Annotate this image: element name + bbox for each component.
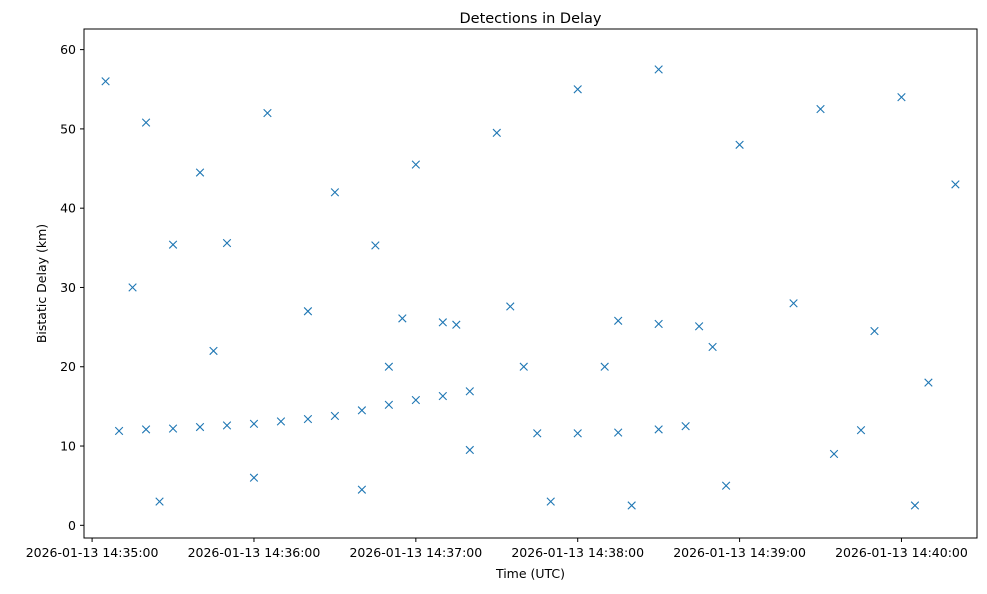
data-point: [816, 104, 825, 114]
data-point: [276, 417, 286, 426]
x-tick-label: 2026-01-13 14:36:00: [188, 545, 321, 560]
y-tick-label: 30: [60, 280, 76, 295]
data-point: [209, 346, 218, 356]
y-tick-label: 20: [60, 359, 76, 374]
data-point: [533, 429, 542, 438]
data-point: [735, 140, 744, 149]
x-tick-label: 2026-01-13 14:40:00: [835, 545, 968, 560]
data-point: [519, 362, 528, 371]
data-point: [168, 240, 178, 249]
data-point: [654, 319, 663, 329]
plot-frame: [83, 28, 978, 539]
data-point: [303, 307, 313, 316]
data-point: [613, 316, 623, 325]
data-point: [411, 160, 421, 169]
y-tick-label: 50: [60, 121, 76, 136]
y-axis-label: Bistatic Delay (km): [34, 224, 49, 343]
x-tick-label: 2026-01-13 14:39:00: [673, 545, 806, 560]
data-point: [627, 501, 636, 510]
data-point: [789, 299, 798, 308]
data-point: [438, 318, 448, 327]
x-axis-label: Time (UTC): [495, 566, 565, 581]
data-point: [222, 238, 232, 248]
data-point: [114, 426, 124, 436]
data-point: [694, 322, 704, 331]
data-point: [168, 424, 178, 433]
y-axis-ticks: 0 10 20 30 40 50 60: [60, 42, 84, 533]
data-point: [141, 118, 151, 127]
data-point: [924, 378, 933, 387]
y-tick-label: 40: [60, 201, 76, 216]
data-point: [438, 391, 448, 401]
y-tick-label: 10: [60, 439, 76, 454]
data-point: [411, 395, 421, 405]
x-tick-label: 2026-01-13 14:37:00: [349, 545, 482, 560]
data-point: [654, 425, 663, 434]
data-point: [222, 421, 232, 430]
data-point: [600, 362, 609, 371]
data-point: [141, 425, 151, 434]
data-point: [398, 314, 407, 323]
data-point: [330, 411, 340, 421]
y-tick-label: 60: [60, 42, 76, 57]
data-point: [856, 425, 866, 435]
x-tick-label: 2026-01-13 14:38:00: [511, 545, 644, 560]
data-point: [155, 497, 164, 506]
data-point: [951, 180, 960, 189]
data-point: [249, 419, 259, 429]
data-point: [573, 85, 582, 94]
data-point: [303, 414, 313, 424]
data-point: [195, 422, 205, 432]
data-point: [263, 108, 272, 118]
data-point: [870, 326, 879, 336]
data-point: [371, 241, 380, 250]
data-point: [249, 473, 259, 482]
data-point: [465, 445, 474, 455]
y-tick-label: 0: [68, 518, 76, 533]
data-point: [506, 302, 515, 311]
chart-title: Detections in Delay: [459, 11, 601, 27]
data-point: [357, 406, 367, 415]
data-point: [546, 497, 555, 506]
data-point: [465, 387, 474, 396]
data-point: [681, 422, 690, 431]
data-point: [613, 428, 623, 437]
data-point: [910, 501, 920, 510]
data-point: [452, 320, 461, 329]
data-point: [330, 188, 340, 197]
data-point: [101, 77, 110, 86]
data-point: [357, 485, 367, 494]
data-points: [101, 65, 960, 510]
data-point: [128, 283, 137, 292]
data-point: [384, 400, 394, 409]
x-tick-label: 2026-01-13 14:35:00: [26, 545, 159, 560]
data-point: [721, 481, 731, 490]
x-axis-ticks: 2026-01-13 14:35:00 2026-01-13 14:36:00 20…: [26, 538, 968, 560]
data-point: [654, 65, 663, 74]
data-point: [573, 429, 582, 438]
data-point: [492, 128, 501, 138]
data-point: [708, 342, 717, 352]
data-point: [829, 449, 839, 459]
data-point: [384, 362, 394, 371]
data-point: [897, 92, 906, 102]
data-point: [195, 168, 205, 177]
